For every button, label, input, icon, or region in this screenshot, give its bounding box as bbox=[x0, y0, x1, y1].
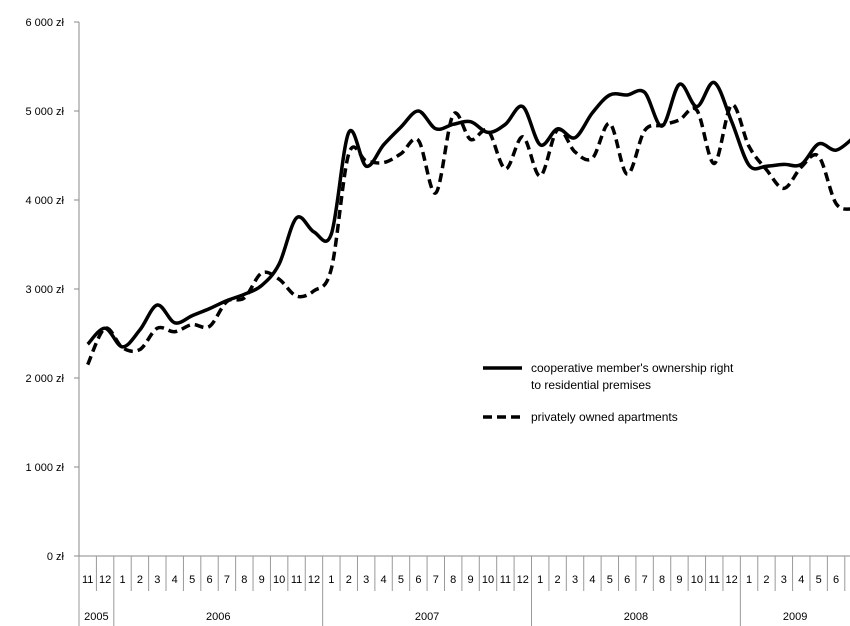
x-month-label: 4 bbox=[589, 574, 595, 586]
x-month-label: 6 bbox=[415, 574, 421, 586]
x-month-label: 3 bbox=[572, 574, 578, 586]
x-month-label: 1 bbox=[328, 574, 334, 586]
x-month-label: 10 bbox=[273, 574, 285, 586]
x-year-label: 2008 bbox=[624, 611, 648, 623]
x-month-label: 5 bbox=[607, 574, 613, 586]
x-month-label: 5 bbox=[816, 574, 822, 586]
y-tick-label: 6 000 zł bbox=[25, 17, 64, 29]
x-month-label: 4 bbox=[172, 574, 178, 586]
x-month-label: 1 bbox=[119, 574, 125, 586]
x-month-label: 8 bbox=[450, 574, 456, 586]
y-tick-label: 1 000 zł bbox=[25, 462, 64, 474]
x-month-label: 11 bbox=[82, 574, 93, 586]
series-lines bbox=[86, 80, 850, 366]
x-axis: 11 12 1 2 3 4 5 6 7 8 9 10 11 12 1 2 3 4 5 6 7 8 9 10 11 12 1 2 3 4 5 6… bbox=[78, 555, 850, 626]
x-month-label: 10 bbox=[482, 574, 494, 586]
x-month-label: 6 bbox=[833, 574, 839, 586]
x-month-label: 11 bbox=[500, 574, 511, 586]
x-month-label: 12 bbox=[308, 574, 320, 586]
x-month-label: 3 bbox=[781, 574, 787, 586]
x-month-label: 4 bbox=[381, 574, 387, 586]
x-month-label: 6 bbox=[206, 574, 212, 586]
y-tick-label: 4 000 zł bbox=[25, 195, 64, 207]
y-axis: 0 zł 1 000 zł 2 000 zł 3 000 zł 4 000 zł 5 00… bbox=[25, 17, 80, 563]
series-line-cooperative bbox=[86, 80, 850, 349]
x-month-label: 1 bbox=[537, 574, 543, 586]
x-month-label: 6 bbox=[624, 574, 630, 586]
x-month-label: 7 bbox=[224, 574, 230, 586]
x-year-label: 2005 bbox=[84, 611, 108, 623]
x-month-label: 5 bbox=[189, 574, 195, 586]
x-month-label: 2 bbox=[763, 574, 769, 586]
x-month-label: 12 bbox=[517, 574, 529, 586]
x-month-label: 4 bbox=[798, 574, 804, 586]
y-tick-label: 5 000 zł bbox=[25, 106, 64, 118]
x-month-label: 9 bbox=[259, 574, 265, 586]
x-month-label: 12 bbox=[99, 574, 111, 586]
x-month-label: 9 bbox=[676, 574, 682, 586]
legend-label-cooperative-line2: to residential premises bbox=[531, 378, 651, 392]
x-month-label: 10 bbox=[691, 574, 703, 586]
x-month-label: 11 bbox=[709, 574, 720, 586]
legend: cooperative member's ownership right to … bbox=[483, 361, 734, 424]
x-month-label: 3 bbox=[154, 574, 160, 586]
x-month-label: 7 bbox=[642, 574, 648, 586]
legend-label-cooperative-line1: cooperative member's ownership right bbox=[531, 361, 734, 375]
legend-label-private: privately owned apartments bbox=[531, 410, 678, 424]
x-year-label: 2006 bbox=[206, 611, 230, 623]
x-month-label: 1 bbox=[746, 574, 752, 586]
x-month-label: 12 bbox=[726, 574, 738, 586]
x-year-label: 2009 bbox=[783, 611, 807, 623]
y-tick-label: 0 zł bbox=[47, 551, 65, 563]
x-month-label: 8 bbox=[659, 574, 665, 586]
x-month-label: 9 bbox=[468, 574, 474, 586]
x-month-label: 5 bbox=[398, 574, 404, 586]
x-month-label: 3 bbox=[363, 574, 369, 586]
x-month-label: 2 bbox=[137, 574, 143, 586]
x-month-label: 2 bbox=[346, 574, 352, 586]
x-month-label: 11 bbox=[291, 574, 302, 586]
series-line-private bbox=[86, 103, 850, 366]
y-tick-label: 3 000 zł bbox=[25, 284, 64, 296]
x-month-label: 2 bbox=[555, 574, 561, 586]
y-tick-label: 2 000 zł bbox=[25, 373, 64, 385]
x-month-label: 7 bbox=[433, 574, 439, 586]
x-month-label: 8 bbox=[241, 574, 247, 586]
x-year-label: 2007 bbox=[415, 611, 439, 623]
